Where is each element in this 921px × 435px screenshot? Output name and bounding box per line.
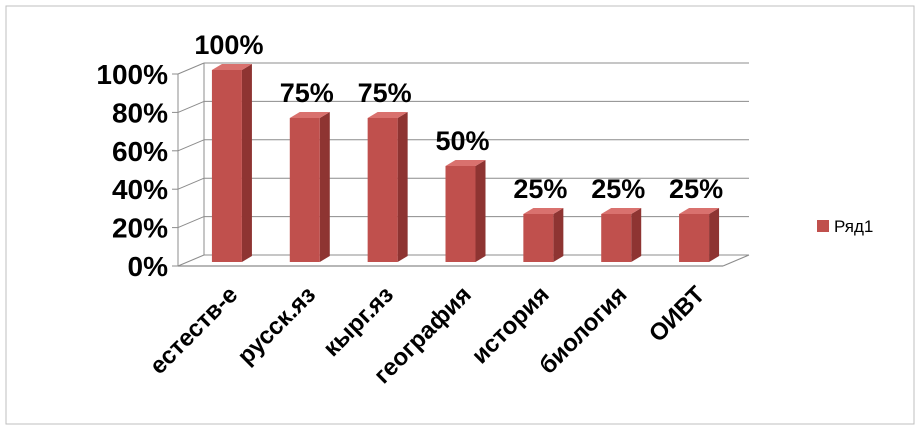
bar-side-4 xyxy=(475,160,486,262)
bar-5 xyxy=(523,208,564,262)
bar-front-2 xyxy=(289,118,320,262)
bar-side-7 xyxy=(709,208,720,262)
legend-swatch-series-1 xyxy=(817,220,829,232)
y-tick-label-20: 20% xyxy=(112,213,168,244)
bar-7 xyxy=(679,208,720,262)
bar-top-4 xyxy=(445,160,486,166)
bar-side-3 xyxy=(397,112,408,262)
gridline-depth-80 xyxy=(177,100,205,113)
bar-3 xyxy=(367,112,408,262)
bar-top-5 xyxy=(523,208,564,214)
bar-front-3 xyxy=(367,118,398,262)
data-label-2: 75% xyxy=(280,78,334,108)
x-axis-depth-line xyxy=(722,254,750,267)
data-label-7: 25% xyxy=(669,174,723,204)
axes xyxy=(172,63,750,267)
data-label-3: 75% xyxy=(358,78,412,108)
y-tick-label-100: 100% xyxy=(96,59,168,90)
gridline-depth-40 xyxy=(177,177,205,190)
bar-side-6 xyxy=(631,208,642,262)
y-tick-label-80: 80% xyxy=(112,97,168,128)
data-label-6: 25% xyxy=(591,174,645,204)
bar-top-6 xyxy=(601,208,642,214)
bar-front-4 xyxy=(445,166,476,262)
legend-label-series-1: Ряд1 xyxy=(834,217,873,236)
bar-top-7 xyxy=(679,208,720,214)
data-label-1: 100% xyxy=(194,30,263,60)
bar-1 xyxy=(211,64,252,262)
bar-side-1 xyxy=(241,64,252,262)
bar-top-1 xyxy=(211,64,252,70)
bar-top-2 xyxy=(289,112,330,118)
legend: Ряд1 xyxy=(817,217,873,236)
y-axis-tick-labels: 0% 20% 40% 60% 80% 100% xyxy=(96,59,168,282)
bar-front-1 xyxy=(211,70,242,262)
bar-front-7 xyxy=(679,214,710,262)
gridline-depth-100 xyxy=(177,62,205,75)
y-tick-label-0: 0% xyxy=(128,251,169,282)
bar-front-5 xyxy=(523,214,554,262)
gridline-depth-60 xyxy=(177,139,205,152)
gridline-depth-20 xyxy=(177,216,205,229)
y-tick-label-60: 60% xyxy=(112,136,168,167)
bars xyxy=(211,64,720,262)
bar-side-2 xyxy=(319,112,330,262)
bar-4 xyxy=(445,160,486,262)
bar-front-6 xyxy=(601,214,632,262)
bar-top-3 xyxy=(367,112,408,118)
bar-side-5 xyxy=(553,208,564,262)
y-tick-label-40: 40% xyxy=(112,174,168,205)
gridline-depth-0 xyxy=(177,254,205,267)
bar-6 xyxy=(601,208,642,262)
data-label-4: 50% xyxy=(435,126,489,156)
data-label-5: 25% xyxy=(513,174,567,204)
bar-2 xyxy=(289,112,330,262)
data-labels: 100% 75% 75% 50% 25% 25% 25% xyxy=(194,30,723,204)
